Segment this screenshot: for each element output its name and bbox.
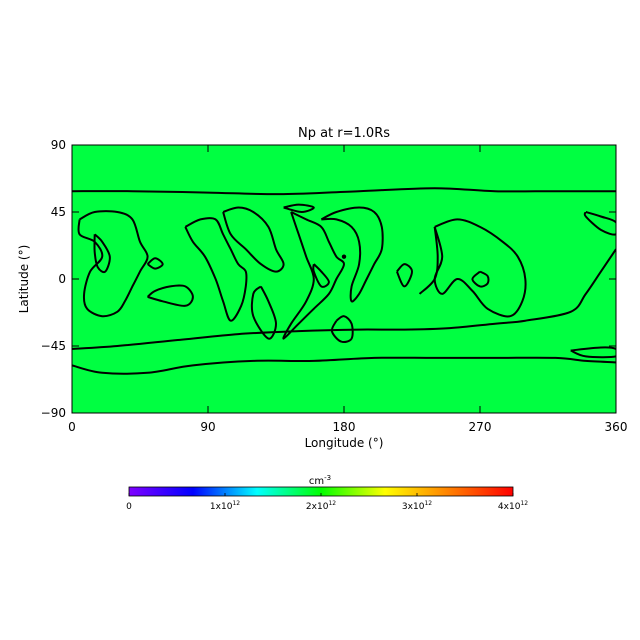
- y-tick-label: 90: [51, 138, 66, 152]
- y-axis: 90 45 0 −45 −90: [41, 138, 616, 420]
- contour-cell-b: [146, 257, 164, 270]
- contour-cell-l: [395, 263, 413, 288]
- colorbar-tick-label: 1x1012: [210, 500, 240, 512]
- contour-south-lobe: [570, 346, 616, 359]
- contour-cell-a: [77, 210, 149, 318]
- marker-layer: [341, 254, 347, 259]
- contour-south-boundary: [72, 356, 616, 375]
- colorbar-unit: cm-3: [309, 474, 331, 487]
- contour-cell-f: [250, 285, 277, 340]
- contour-north-band: [72, 187, 616, 196]
- x-tick-label: 360: [605, 420, 628, 434]
- x-tick-label: 0: [68, 420, 76, 434]
- contour-north-lobe-east: [583, 211, 616, 236]
- contour-cell-m: [433, 218, 527, 318]
- contour-cell-n: [471, 270, 490, 288]
- contour-cell-e: [222, 206, 285, 273]
- colorbar-tick-label: 3x1012: [402, 500, 432, 512]
- colorbar-ticks: 0 1x1012 2x1012 3x1012 4x1012: [126, 493, 528, 512]
- y-axis-label: Latitude (°): [17, 245, 31, 314]
- contour-cell-d: [184, 217, 248, 322]
- contour-south-band: [72, 248, 616, 350]
- point-marker: [341, 254, 347, 259]
- contour-cell-a-inner: [93, 233, 111, 274]
- y-tick-label: 45: [51, 205, 66, 219]
- x-tick-label: 270: [469, 420, 492, 434]
- y-tick-label: −90: [41, 406, 66, 420]
- contour-layer: [72, 187, 616, 375]
- x-tick-label: 180: [333, 420, 356, 434]
- contour-cell-h: [282, 211, 345, 340]
- contour-cell-c: [146, 284, 194, 307]
- colorbar-tick-label: 2x1012: [306, 500, 336, 512]
- y-tick-label: −45: [41, 339, 66, 353]
- y-tick-label: 0: [58, 272, 66, 286]
- contour-cell-o: [418, 226, 439, 295]
- colorbar-unit-exponent: -3: [324, 474, 331, 482]
- contour-cell-k: [320, 206, 384, 303]
- x-tick-label: 90: [200, 420, 215, 434]
- x-axis-label: Longitude (°): [305, 436, 384, 450]
- x-axis: 0 90 180 270 360: [68, 145, 627, 434]
- contour-cell-j: [330, 315, 354, 344]
- contour-cell-g: [283, 203, 315, 213]
- colorbar-unit-base: cm: [309, 476, 324, 487]
- contour-cell-i: [312, 263, 330, 288]
- colorbar-tick-label: 0: [126, 502, 132, 512]
- chart-title: Np at r=1.0Rs: [298, 126, 390, 141]
- colorbar-tick-label: 4x1012: [498, 500, 528, 512]
